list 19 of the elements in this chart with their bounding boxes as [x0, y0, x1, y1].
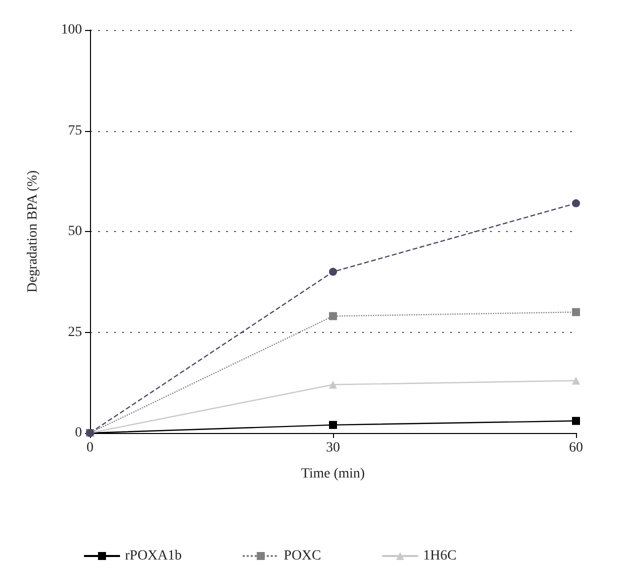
x-tick-label: 30 [326, 440, 340, 456]
y-tick-label: 25 [68, 324, 82, 340]
point [572, 416, 580, 425]
point [572, 308, 580, 316]
legend-label: 1H6C [423, 548, 457, 564]
point [572, 199, 580, 208]
legend-label: POXC [284, 548, 322, 564]
x-tick-label: 60 [569, 440, 583, 456]
y-tick-label: 0 [75, 426, 82, 440]
x-axis-title: Time (min) [301, 466, 366, 482]
point [329, 312, 337, 320]
point [329, 420, 337, 429]
y-axis-title: Degradation BPA (%) [26, 170, 40, 293]
y-tick-label: 50 [68, 224, 82, 239]
point [329, 268, 337, 276]
legend-label: rPOXA1b [125, 548, 182, 564]
y-tick-label: 75 [68, 123, 82, 138]
x-tick-label: 0 [86, 440, 94, 456]
y-tick-label: 100 [61, 22, 82, 38]
